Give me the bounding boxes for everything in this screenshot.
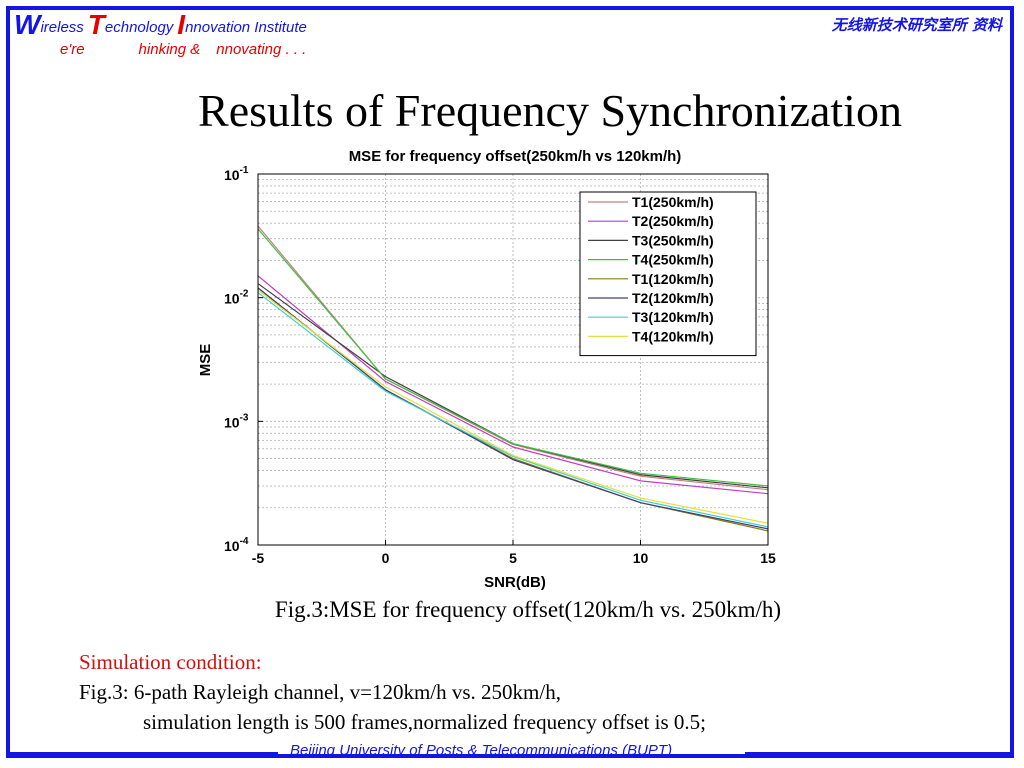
legend-label: T2(120km/h): [632, 290, 714, 306]
series-line: [257, 228, 769, 487]
slide-border: [6, 6, 1014, 758]
logo-word-technology: echnology: [104, 19, 174, 36]
lab-name: 无线新技术研究室所 资料: [831, 16, 1002, 34]
legend: T1(250km/h) T2(250km/h) T3(250km/h) T4(250k…: [579, 191, 757, 357]
logo-letter-t: T: [87, 9, 105, 40]
condition-line-1: Fig.3: 6-path Rayleigh channel, v=120km/…: [79, 680, 561, 704]
institute-logo: W ireless T echnology I nnovation Instit…: [14, 9, 394, 59]
figure-caption: Fig.3:MSE for frequency offset(120km/h v…: [274, 597, 782, 622]
legend-label: T4(120km/h): [632, 328, 714, 344]
logo-line-2: e're hinking & nnovating . . .: [60, 36, 306, 58]
legend-label: T1(250km/h): [632, 194, 714, 210]
x-tick-label: 0: [382, 550, 390, 566]
y-tick-label: 10-2: [224, 289, 249, 307]
legend-label: T3(250km/h): [632, 232, 714, 248]
chart-title: MSE for frequency offset(250km/h vs 120k…: [349, 148, 682, 165]
series-line: [257, 292, 769, 528]
chart: MSE for frequency offset(250km/h vs 120k…: [170, 140, 840, 600]
slide-title: Results of Frequency Synchronization: [198, 85, 902, 136]
legend-label: T4(250km/h): [632, 252, 714, 268]
logo-word-wireless: ireless: [40, 19, 84, 36]
x-axis-label: SNR(dB): [484, 574, 546, 591]
logo-line-1: W ireless T echnology I nnovation Instit…: [14, 9, 307, 40]
legend-label: T1(120km/h): [632, 271, 714, 287]
legend-box: [579, 191, 757, 357]
y-tick-label: 10-4: [224, 536, 249, 554]
logo-word-innovating: nnovating . . .: [216, 41, 307, 58]
logo-letter-i: I: [177, 9, 186, 40]
footer-text: Beijing University of Posts & Telecommun…: [290, 742, 673, 759]
axis-ticks: -5 0 5 10 15 10-1 10-2 10-3 10-4: [224, 165, 776, 566]
y-tick-label: 10-3: [224, 412, 249, 430]
footer-rule-left: [6, 752, 278, 755]
series-line: [257, 225, 769, 491]
condition-title: Simulation condition:: [79, 650, 262, 674]
series-line: [257, 289, 769, 524]
x-tick-label: 15: [760, 550, 776, 566]
x-tick-label: 10: [633, 550, 649, 566]
footer-rule-right: [745, 752, 1014, 755]
series-line: [257, 287, 769, 530]
legend-label: T3(120km/h): [632, 309, 714, 325]
logo-word-thinking: hinking &: [138, 41, 201, 58]
legend-label: T2(250km/h): [632, 213, 714, 229]
chart-svg: MSE for frequency offset(250km/h vs 120k…: [197, 148, 776, 591]
logo-word-were: e're: [60, 41, 85, 58]
logo-letter-w: W: [14, 9, 41, 40]
y-tick-label: 10-1: [224, 165, 249, 183]
x-tick-label: -5: [252, 550, 265, 566]
footer: Beijing University of Posts & Telecommun…: [0, 740, 1024, 764]
series-lines: [257, 225, 769, 532]
y-axis-label: MSE: [197, 344, 214, 377]
logo-word-innovation: nnovation Institute: [185, 19, 307, 36]
condition-line-2: simulation length is 500 frames,normaliz…: [143, 710, 706, 734]
x-tick-label: 5: [509, 550, 517, 566]
